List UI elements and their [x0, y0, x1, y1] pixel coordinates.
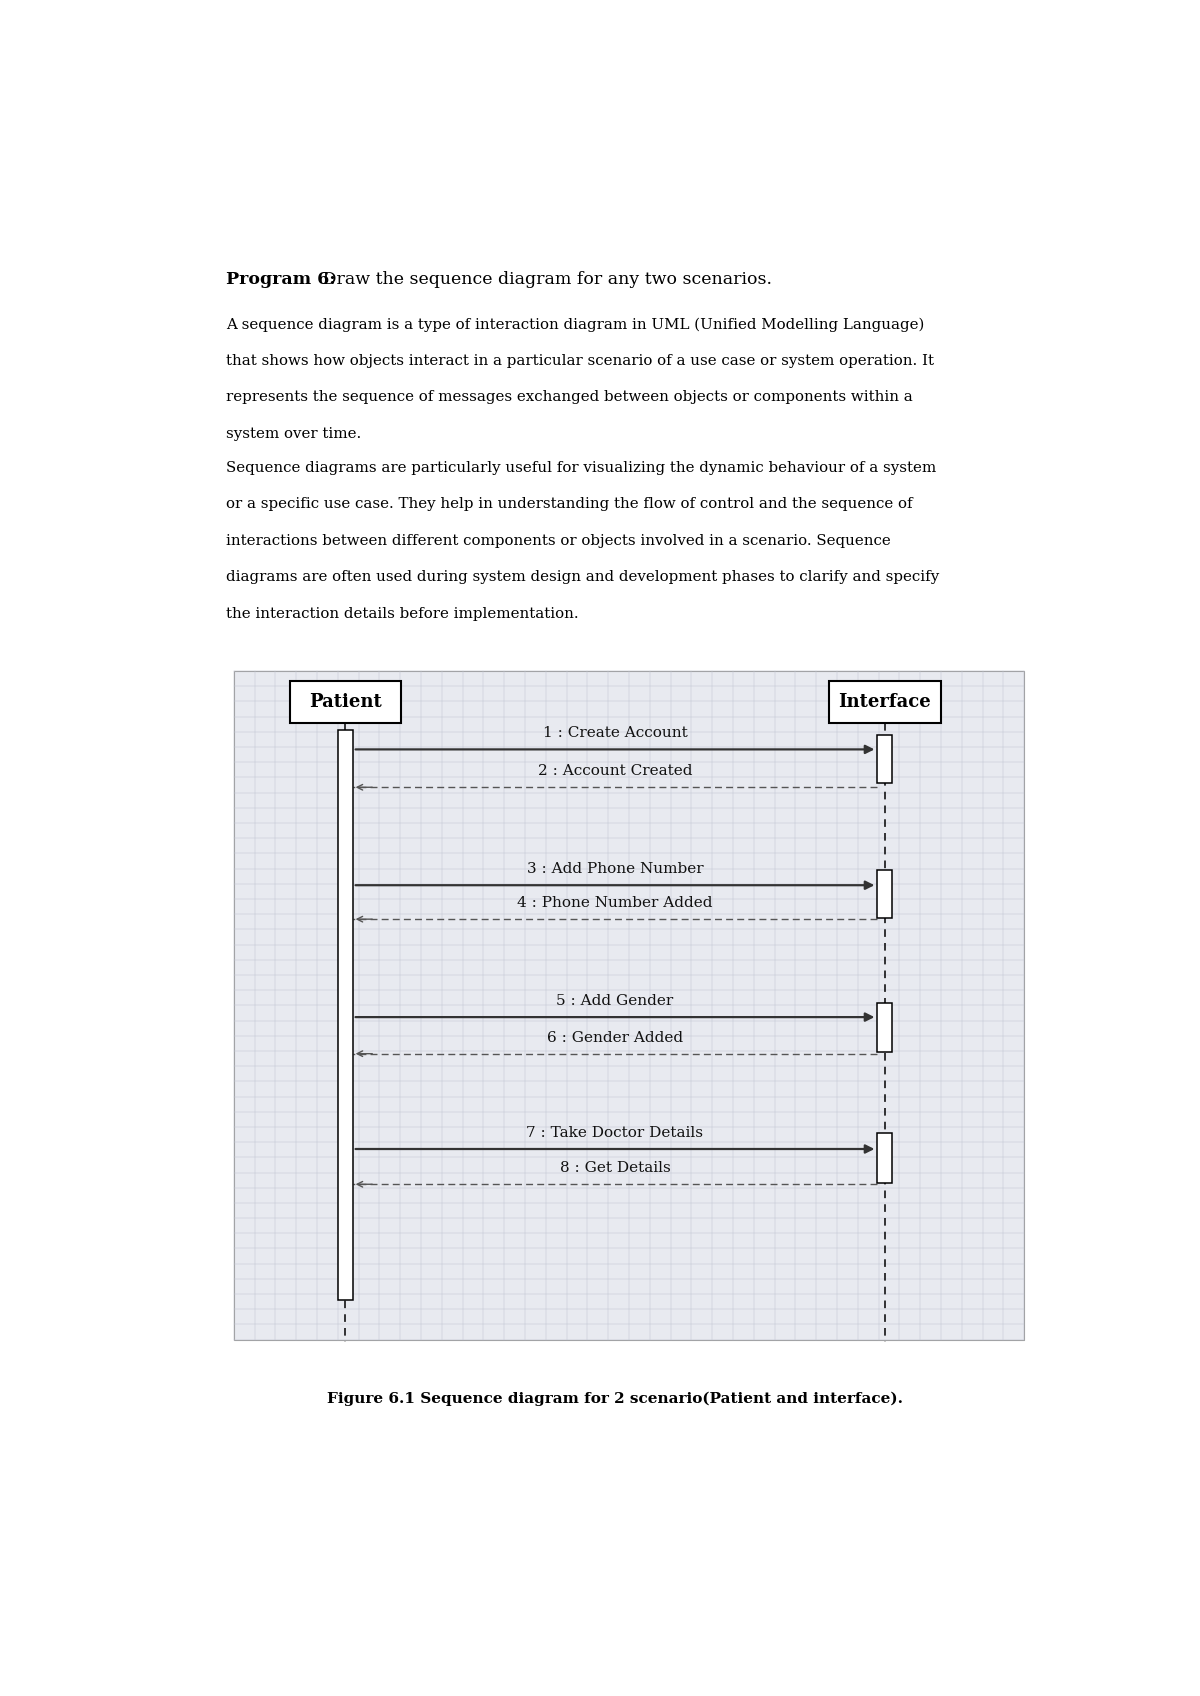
Text: 1 : Create Account: 1 : Create Account — [542, 726, 688, 739]
Text: Patient: Patient — [308, 694, 382, 711]
Text: Figure 6.1 Sequence diagram for 2 scenario(Patient and interface).: Figure 6.1 Sequence diagram for 2 scenar… — [326, 1392, 904, 1406]
Text: system over time.: system over time. — [227, 427, 361, 441]
Bar — [877, 734, 892, 784]
Text: Sequence diagrams are particularly useful for visualizing the dynamic behaviour : Sequence diagrams are particularly usefu… — [227, 461, 936, 475]
Bar — [877, 870, 892, 918]
Text: 8 : Get Details: 8 : Get Details — [559, 1162, 671, 1175]
Text: or a specific use case. They help in understanding the flow of control and the s: or a specific use case. They help in und… — [227, 497, 913, 512]
Bar — [338, 729, 353, 1301]
Text: the interaction details before implementation.: the interaction details before implement… — [227, 607, 578, 621]
Bar — [289, 682, 401, 722]
Text: A sequence diagram is a type of interaction diagram in UML (Unified Modelling La: A sequence diagram is a type of interact… — [227, 317, 924, 331]
Bar — [829, 682, 941, 722]
Bar — [234, 672, 1025, 1340]
Text: 2 : Account Created: 2 : Account Created — [538, 765, 692, 778]
Text: diagrams are often used during system design and development phases to clarify a: diagrams are often used during system de… — [227, 570, 940, 585]
Text: 6 : Gender Added: 6 : Gender Added — [547, 1031, 683, 1045]
Text: 5 : Add Gender: 5 : Add Gender — [557, 994, 673, 1007]
Text: Program 6:: Program 6: — [227, 271, 336, 288]
Text: 7 : Take Doctor Details: 7 : Take Doctor Details — [527, 1126, 703, 1140]
Text: that shows how objects interact in a particular scenario of a use case or system: that shows how objects interact in a par… — [227, 354, 935, 368]
Text: 4 : Phone Number Added: 4 : Phone Number Added — [517, 895, 713, 911]
Bar — [877, 1002, 892, 1052]
Text: Interface: Interface — [839, 694, 931, 711]
Bar — [877, 1133, 892, 1184]
Text: represents the sequence of messages exchanged between objects or components with: represents the sequence of messages exch… — [227, 390, 913, 404]
Text: Draw the sequence diagram for any two scenarios.: Draw the sequence diagram for any two sc… — [317, 271, 773, 288]
Text: 3 : Add Phone Number: 3 : Add Phone Number — [527, 862, 703, 877]
Text: interactions between different components or objects involved in a scenario. Seq: interactions between different component… — [227, 534, 892, 548]
